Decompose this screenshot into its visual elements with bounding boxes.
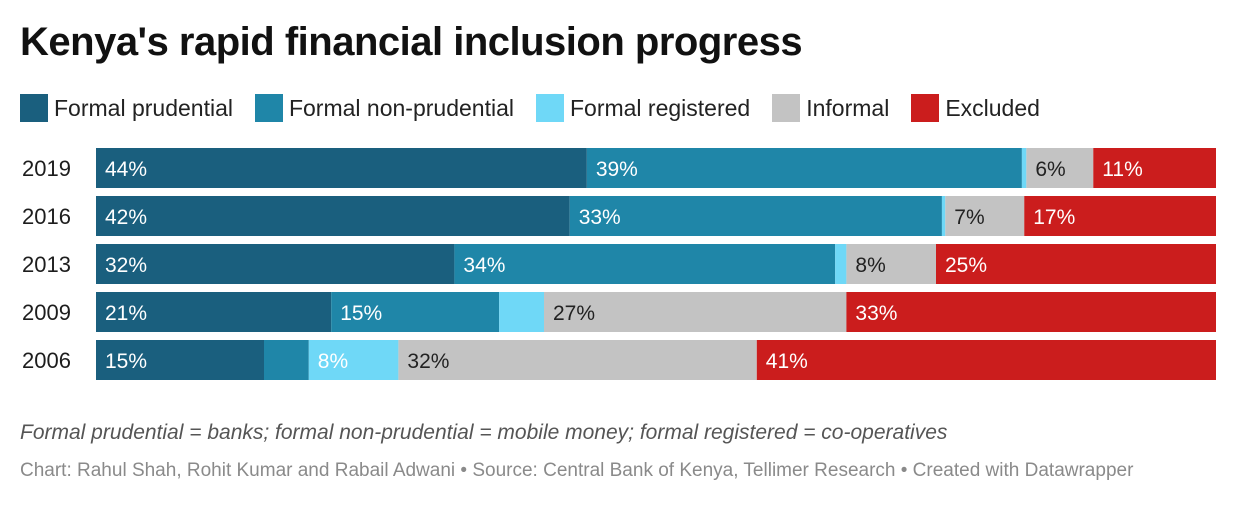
legend-item: Formal non-prudential <box>254 94 514 122</box>
data-label: 42% <box>105 206 147 229</box>
data-label: 34% <box>463 254 505 277</box>
bar-segment <box>1026 148 1094 188</box>
legend-swatch <box>911 94 940 122</box>
bar-segment <box>398 340 757 380</box>
data-label: 8% <box>318 350 348 373</box>
bar-segment <box>308 340 399 380</box>
bar-segment <box>264 340 309 380</box>
category-label: 2006 <box>22 348 71 373</box>
data-label: 25% <box>945 254 987 277</box>
category-label: 2016 <box>22 204 71 229</box>
bar-segment <box>846 244 936 284</box>
chart-legend: Formal prudential Formal non-prudential Fo… <box>20 91 1062 125</box>
legend-item: Excluded <box>911 94 1040 122</box>
data-label: 39% <box>596 158 638 181</box>
legend-swatch <box>254 94 283 122</box>
legend-item: Formal prudential <box>20 94 233 122</box>
data-label: 11% <box>1102 158 1142 181</box>
data-label: 44% <box>105 158 147 181</box>
legend-label: Formal registered <box>569 94 751 121</box>
category-label: 2009 <box>22 300 71 325</box>
data-label: 33% <box>579 206 621 229</box>
category-label: 2019 <box>22 156 71 181</box>
data-label: 33% <box>855 302 897 325</box>
bar-segment <box>96 196 570 236</box>
category-label: 2013 <box>22 252 71 277</box>
data-label: 6% <box>1035 158 1065 181</box>
legend-label: Informal <box>806 94 890 121</box>
data-label: 15% <box>340 302 382 325</box>
legend-swatch <box>20 94 48 122</box>
bar-segment <box>586 148 1022 188</box>
bar-segment <box>941 196 946 236</box>
bar-segment <box>569 196 942 236</box>
bar-segment <box>1093 148 1216 188</box>
data-label: 17% <box>1033 206 1075 229</box>
chart-title: Kenya's rapid financial inclusion progre… <box>20 20 803 64</box>
bar-segment <box>1024 196 1216 236</box>
data-label: 15% <box>105 350 147 373</box>
bar-segment <box>331 292 500 332</box>
chart-note: Formal prudential = banks; formal non-pr… <box>20 421 948 444</box>
data-label: 21% <box>105 302 147 325</box>
data-label: 27% <box>553 302 595 325</box>
bar-segment <box>945 196 1025 236</box>
bar-segment <box>544 292 847 332</box>
bar-segment <box>96 148 587 188</box>
legend-label: Excluded <box>945 94 1040 121</box>
bar-segment <box>96 244 455 284</box>
bar-segment <box>499 292 544 332</box>
bar-segment <box>756 340 1216 380</box>
bar-segment <box>96 292 332 332</box>
legend-swatch <box>535 94 564 122</box>
legend-item: Informal <box>772 94 889 122</box>
bar-segment <box>936 244 1216 284</box>
bar-segment <box>454 244 836 284</box>
stacked-bar-chart: 2019 44% 39% 6% 11% 2016 42% 33% 7% 17% 2013 32% 34%… <box>22 148 1216 380</box>
bar-segment <box>1021 148 1027 188</box>
bar-segment <box>835 244 847 284</box>
data-label: 32% <box>105 254 147 277</box>
legend-label: Formal prudential <box>54 94 233 121</box>
data-label: 41% <box>766 350 808 373</box>
bar-segment <box>846 292 1216 332</box>
data-label: 8% <box>855 254 885 277</box>
chart-credit: Chart: Rahul Shah, Rohit Kumar and Rabai… <box>20 460 1134 481</box>
legend-item: Formal registered <box>535 94 751 122</box>
legend-swatch <box>772 94 801 122</box>
bar-segment <box>96 340 264 380</box>
data-label: 7% <box>954 206 984 229</box>
data-label: 32% <box>407 350 449 373</box>
legend-label: Formal non-prudential <box>288 94 514 121</box>
